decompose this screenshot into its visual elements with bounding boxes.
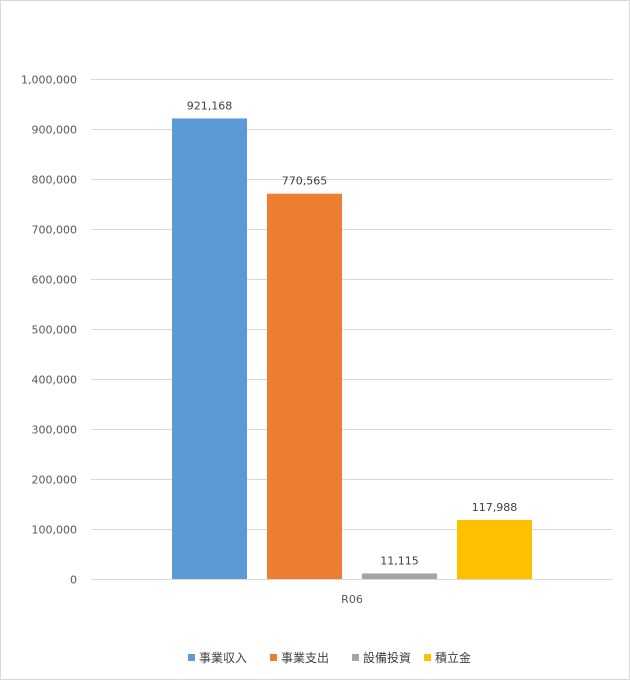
y-tick-label: 600,000	[32, 274, 78, 287]
legend: 事業収入 事業支出 設備投資 積立金	[188, 650, 471, 665]
y-axis-ticks: 0 100,000 200,000 300,000 400,000 500,000 600,…	[21, 74, 77, 587]
y-tick-label: 800,000	[32, 174, 78, 187]
bar-3	[362, 573, 437, 579]
legend-swatch	[188, 654, 195, 661]
legend-swatch	[270, 654, 277, 661]
y-tick-label: 500,000	[32, 324, 78, 337]
y-tick-label: 900,000	[32, 124, 78, 137]
legend-item: 積立金	[424, 650, 471, 665]
y-tick-label: 400,000	[32, 374, 78, 387]
data-label: 770,565	[282, 175, 328, 188]
y-tick-label: 300,000	[32, 424, 78, 437]
bar-1	[172, 118, 247, 579]
x-axis-categories: R06	[341, 593, 363, 606]
y-tick-label: 700,000	[32, 224, 78, 237]
y-tick-label: 200,000	[32, 474, 78, 487]
data-label: 921,168	[187, 99, 233, 112]
legend-swatch	[424, 654, 431, 661]
data-label: 117,988	[472, 501, 518, 514]
legend-item: 事業収入	[188, 651, 247, 665]
bars	[172, 118, 532, 579]
legend-item: 事業支出	[270, 651, 329, 665]
legend-label: 設備投資	[363, 650, 411, 665]
legend-label: 事業収入	[199, 651, 247, 665]
gridlines	[91, 79, 613, 580]
x-category-label: R06	[341, 593, 363, 606]
y-tick-label: 1,000,000	[21, 74, 77, 87]
data-label: 11,115	[380, 554, 419, 567]
legend-label: 事業支出	[281, 651, 329, 665]
y-tick-label: 0	[70, 574, 77, 587]
data-labels: 921,168 770,565 11,115 117,988	[187, 99, 518, 567]
legend-swatch	[352, 654, 359, 661]
legend-label: 積立金	[435, 650, 471, 665]
bar-2	[267, 193, 342, 579]
y-tick-label: 100,000	[32, 524, 78, 537]
bar-4	[457, 520, 532, 579]
legend-item: 設備投資	[352, 650, 411, 665]
